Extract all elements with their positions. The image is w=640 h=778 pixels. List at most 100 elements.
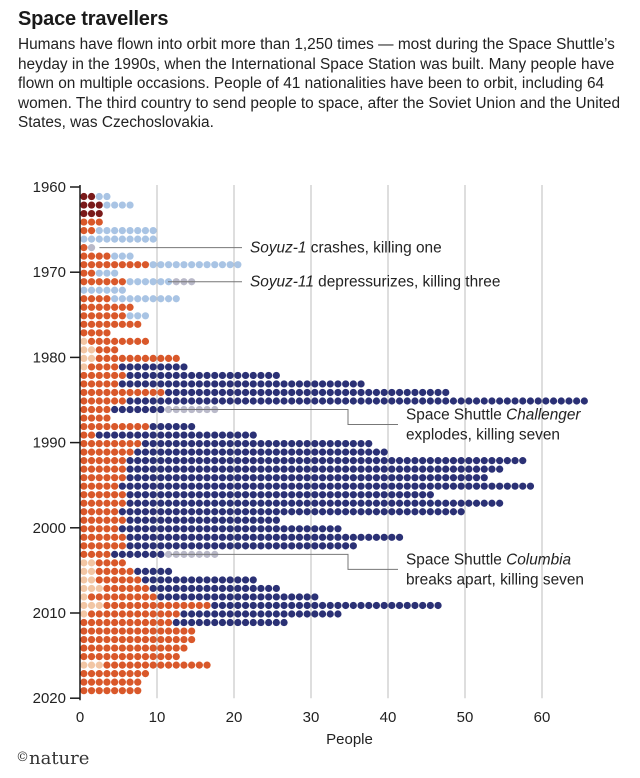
dot-usa bbox=[272, 533, 280, 541]
dot-usa bbox=[311, 601, 319, 610]
dot-soviet-russia bbox=[95, 337, 103, 345]
dot-usa bbox=[349, 542, 357, 550]
dot-usa bbox=[234, 499, 242, 507]
dot-usa bbox=[234, 533, 242, 541]
dot-usa bbox=[342, 388, 350, 397]
dot-soviet-russia bbox=[95, 422, 103, 431]
dot-usa bbox=[303, 465, 311, 473]
dot-usa bbox=[157, 550, 165, 558]
dot-usa bbox=[303, 397, 311, 405]
dot-soviet-russia bbox=[87, 414, 96, 422]
dot-usa bbox=[149, 380, 157, 388]
dot-soviet-russia bbox=[87, 261, 96, 269]
dot-soviet-russia bbox=[103, 550, 111, 558]
dot-usa bbox=[203, 618, 211, 627]
dot-usa bbox=[342, 465, 350, 473]
dot-soviet-russia bbox=[141, 610, 150, 618]
dot-usa bbox=[218, 371, 227, 380]
dot-usa bbox=[141, 550, 150, 558]
dot-soviet-russia bbox=[188, 635, 196, 644]
dot-soviet-russia bbox=[118, 354, 126, 362]
dot-soviet-russia bbox=[80, 542, 88, 550]
dot-soviet-russia bbox=[111, 422, 119, 431]
dot-usa bbox=[295, 593, 304, 601]
dot-usa bbox=[257, 380, 265, 388]
dot-usa bbox=[303, 440, 311, 448]
dot-usa bbox=[265, 465, 273, 473]
dot-usa bbox=[457, 465, 465, 473]
dot-usa bbox=[203, 482, 211, 490]
dot-usa bbox=[203, 388, 211, 397]
dot-usa bbox=[126, 533, 134, 541]
dot-other bbox=[80, 346, 88, 354]
dot-soviet-russia bbox=[87, 303, 96, 311]
dot-usa bbox=[141, 397, 150, 405]
dot-soviet-russia bbox=[188, 601, 196, 610]
dot-usa bbox=[257, 397, 265, 405]
dot-usa bbox=[349, 380, 357, 388]
dot-usa bbox=[211, 499, 219, 507]
dot-soviet-russia bbox=[118, 422, 126, 431]
dot-soviet-russia bbox=[118, 661, 126, 669]
dot-usa bbox=[334, 491, 342, 499]
dot-usa bbox=[442, 388, 450, 397]
dot-usa bbox=[288, 542, 296, 550]
annotation-label: explodes, killing seven bbox=[406, 427, 560, 444]
dot-usa bbox=[134, 405, 142, 414]
dot-soviet-russia bbox=[111, 567, 119, 576]
dot-usa bbox=[303, 610, 311, 618]
dot-soviet-russia bbox=[103, 627, 111, 635]
dot-other bbox=[87, 567, 96, 576]
dot-usa bbox=[272, 474, 280, 482]
dot-usa bbox=[303, 491, 311, 499]
dot-usa bbox=[195, 610, 203, 618]
dot-usa bbox=[118, 380, 126, 388]
dot-other bbox=[80, 363, 88, 371]
dot-usa bbox=[288, 499, 296, 507]
dot-usa bbox=[149, 516, 157, 524]
dot-usa bbox=[249, 380, 257, 388]
dot-usa bbox=[211, 610, 219, 618]
dot-usa bbox=[342, 542, 350, 550]
dot-usa bbox=[318, 491, 327, 499]
dot-soviet-russia bbox=[87, 312, 96, 320]
dot-usa bbox=[149, 431, 157, 439]
dot-usa bbox=[280, 457, 288, 465]
dot-usa bbox=[118, 295, 126, 303]
dot-usa bbox=[180, 491, 188, 499]
dot-usa bbox=[411, 499, 419, 507]
dot-soviet-russia bbox=[118, 593, 126, 601]
dot-usa bbox=[226, 533, 234, 541]
dot-soviet-russia bbox=[118, 576, 126, 584]
dot-usa bbox=[449, 397, 458, 405]
dot-usa bbox=[249, 474, 257, 482]
dot-soviet-russia bbox=[95, 380, 103, 388]
dot-usa bbox=[311, 593, 319, 601]
dot-usa bbox=[188, 397, 196, 405]
dot-usa bbox=[157, 508, 165, 516]
dot-usa bbox=[249, 525, 257, 533]
dot-soviet-russia bbox=[126, 388, 134, 397]
dot-usa bbox=[218, 380, 227, 388]
dot-usa bbox=[395, 388, 404, 397]
dot-usa bbox=[295, 610, 304, 618]
dot-usa bbox=[449, 474, 458, 482]
dot-usa bbox=[234, 380, 242, 388]
dot-soviet-russia bbox=[126, 593, 134, 601]
dot-usa bbox=[280, 525, 288, 533]
dot-usa bbox=[241, 448, 250, 456]
dot-soviet-russia bbox=[180, 644, 188, 652]
dot-usa bbox=[488, 457, 496, 465]
dot-usa bbox=[188, 618, 196, 627]
dot-usa bbox=[180, 380, 188, 388]
dot-soviet-russia bbox=[95, 312, 103, 320]
dot-soviet-russia bbox=[118, 278, 126, 286]
dot-soviet-russia bbox=[111, 261, 119, 269]
dot-usa bbox=[188, 610, 196, 618]
dot-usa bbox=[164, 516, 173, 524]
dot-usa bbox=[295, 440, 304, 448]
dot-usa bbox=[426, 491, 434, 499]
dot-usa bbox=[218, 542, 227, 550]
dot-usa bbox=[149, 457, 157, 465]
dot-soviet-russia bbox=[157, 644, 165, 652]
